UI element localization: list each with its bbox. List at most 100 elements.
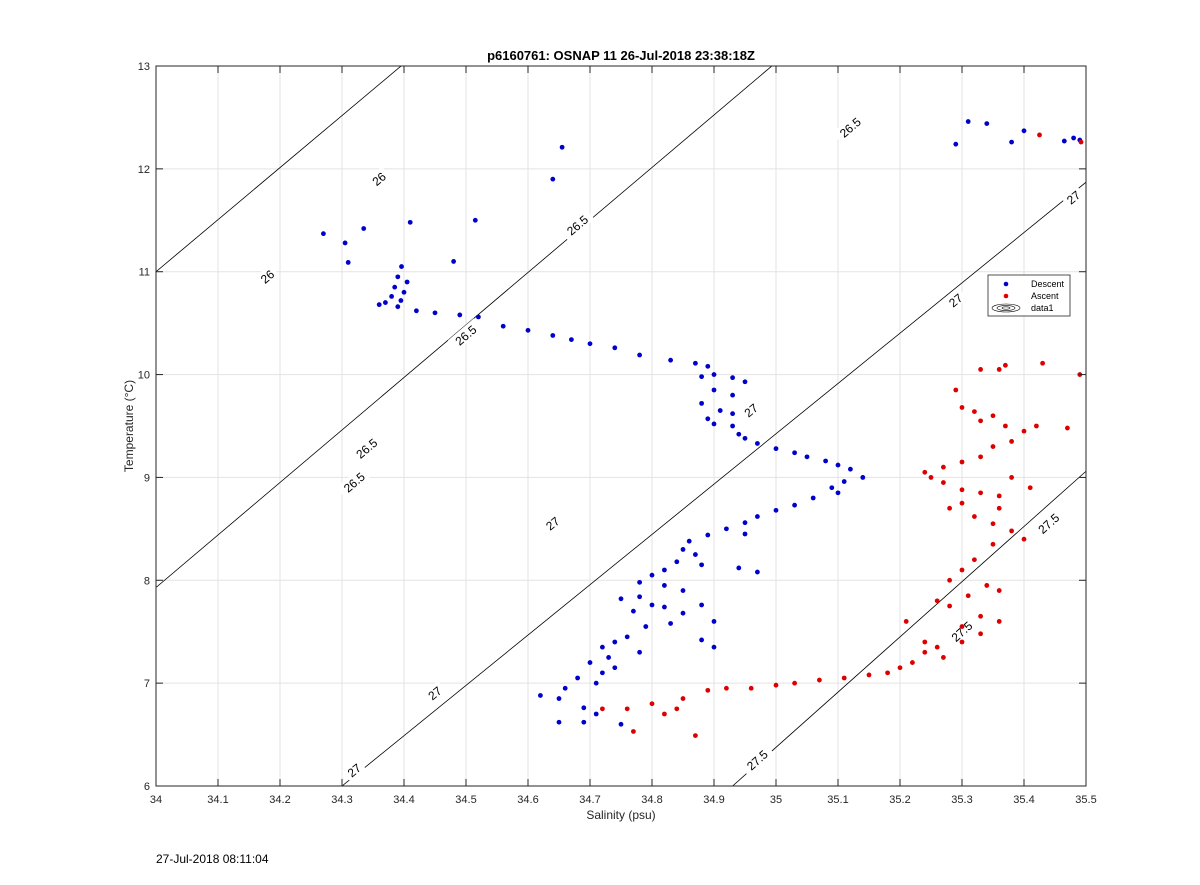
ascent-point [959,624,965,629]
descent-point [581,705,587,711]
descent-point [432,310,438,316]
ascent-point [1009,475,1014,480]
ascent-point [996,493,1002,499]
ascent-point [922,649,928,655]
ascent-point [990,521,996,527]
descent-point [587,341,593,347]
descent-point [773,507,779,513]
descent-point [600,644,605,650]
ascent-point [1037,132,1042,138]
ascent-point [934,598,940,604]
ascent-point [996,367,1002,372]
descent-point [559,144,565,150]
descent-point [711,421,717,427]
descent-point [556,696,562,701]
ascent-point [748,685,754,691]
descent-point [792,450,797,456]
y-axis-label: Temperature (°C) [122,380,136,472]
y-tick-label: 8 [144,575,150,587]
ascent-point [959,500,965,506]
descent-point [953,141,959,147]
x-tick-label: 35.3 [951,794,972,806]
descent-point [612,345,618,351]
descent-point [680,610,686,616]
ascent-point [959,639,965,645]
ascent-point [947,505,952,511]
ascent-point [922,639,928,645]
descent-point [984,121,990,126]
y-tick-label: 11 [139,267,150,279]
descent-point [556,719,562,725]
descent-point [699,374,704,380]
descent-point [476,314,481,320]
descent-point [606,655,611,660]
ascent-point [996,588,1002,593]
descent-point [631,608,636,614]
descent-point [742,520,748,526]
ascent-point [674,706,680,712]
descent-point [705,416,711,422]
descent-point [1061,138,1067,144]
descent-point [404,279,410,285]
descent-point [612,665,618,671]
descent-point [321,231,326,237]
descent-point [643,624,649,629]
descent-point [562,685,568,691]
x-tick-label: 35.5 [1075,794,1096,806]
legend-marker-descent [1003,281,1009,287]
descent-point [711,644,717,650]
descent-point [361,226,367,231]
descent-point [680,588,686,593]
descent-point [711,387,717,393]
legend-contour-icon [991,303,1021,313]
descent-point [835,490,841,496]
ascent-point [792,680,797,686]
descent-point [472,217,478,223]
ascent-point [1009,439,1014,444]
descent-point [1021,128,1027,134]
x-axis-label: Salinity (psu) [586,808,655,822]
descent-point [736,431,742,437]
ascent-point [996,619,1002,624]
y-tick-label: 13 [138,61,150,73]
ascent-point [990,444,996,449]
ascent-point [649,701,655,707]
descent-point [395,274,401,280]
y-tick-label: 7 [144,678,150,690]
y-tick-label: 10 [138,370,150,382]
descent-point [500,323,506,329]
descent-point [804,454,810,460]
descent-point [965,119,971,124]
y-tick-label: 9 [144,472,150,484]
y-tick-label: 6 [144,781,150,793]
descent-point [345,260,351,265]
legend-label-data1: data1 [1031,303,1054,313]
descent-point [637,579,642,585]
descent-point [686,538,692,544]
descent-point [662,567,667,573]
ascent-point [965,593,971,599]
descent-point [699,562,704,568]
descent-point [414,308,419,314]
descent-point [711,619,717,624]
descent-point [668,621,673,626]
descent-point [649,602,655,608]
ascent-point [959,487,965,493]
ascent-point [978,367,983,372]
ascent-point [631,729,636,734]
ascent-point [705,687,711,693]
contour-label-27: 27 [1060,185,1086,209]
chart-title: p6160761: OSNAP 11 26-Jul-2018 23:38:18Z [487,48,755,63]
ascent-point [959,567,965,573]
descent-point [575,675,580,681]
descent-point [538,693,543,698]
plot-area [156,66,1086,786]
contour-label-26: 26 [254,264,280,288]
descent-point [618,596,624,602]
ascent-point [928,475,934,480]
ascent-point [662,711,667,717]
ascent-point [978,631,983,637]
descent-point [860,475,866,480]
descent-point [829,485,835,491]
ascent-point [1021,428,1027,434]
